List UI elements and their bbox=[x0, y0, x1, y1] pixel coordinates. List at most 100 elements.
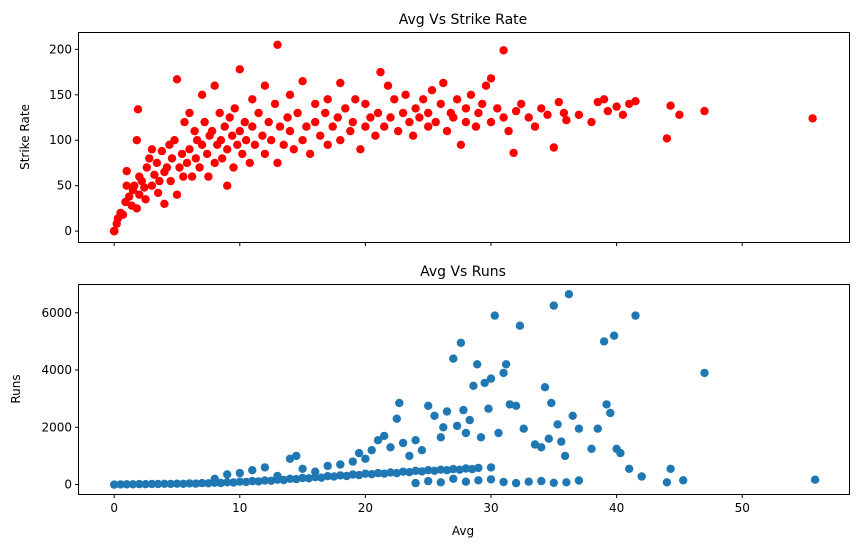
data-point bbox=[271, 100, 279, 108]
data-point bbox=[631, 311, 639, 319]
data-point bbox=[283, 113, 291, 121]
data-point bbox=[298, 136, 306, 144]
data-point bbox=[493, 104, 501, 112]
data-point bbox=[575, 111, 583, 119]
data-point bbox=[679, 476, 687, 484]
data-point bbox=[550, 143, 558, 151]
data-point bbox=[355, 449, 363, 457]
x-tick-label: 10 bbox=[232, 501, 247, 515]
data-point bbox=[600, 337, 608, 345]
data-point bbox=[167, 177, 175, 185]
data-point bbox=[625, 465, 633, 473]
data-point bbox=[228, 132, 236, 140]
data-point bbox=[361, 455, 369, 463]
data-point bbox=[437, 478, 445, 486]
data-point bbox=[361, 122, 369, 130]
data-point bbox=[133, 204, 141, 212]
data-point bbox=[512, 107, 520, 115]
data-point bbox=[560, 109, 568, 117]
data-point bbox=[217, 136, 225, 144]
data-point bbox=[472, 122, 480, 130]
data-point bbox=[449, 113, 457, 121]
data-point bbox=[499, 46, 507, 54]
data-point bbox=[663, 478, 671, 486]
data-point bbox=[811, 476, 819, 484]
data-point bbox=[248, 122, 256, 130]
data-point bbox=[537, 104, 545, 112]
data-point bbox=[242, 136, 250, 144]
data-point bbox=[457, 339, 465, 347]
data-point bbox=[200, 118, 208, 126]
data-point bbox=[175, 163, 183, 171]
data-point bbox=[466, 416, 474, 424]
chart-title: Avg Vs Runs bbox=[420, 264, 506, 280]
data-point bbox=[462, 104, 470, 112]
plot-frame bbox=[79, 285, 850, 495]
data-point bbox=[604, 107, 612, 115]
data-point bbox=[223, 182, 231, 190]
data-point bbox=[415, 113, 423, 121]
data-point bbox=[208, 127, 216, 135]
data-point bbox=[399, 109, 407, 117]
data-point bbox=[233, 141, 241, 149]
data-point bbox=[474, 109, 482, 117]
data-point bbox=[329, 122, 337, 130]
data-point bbox=[401, 91, 409, 99]
y-tick-label: 0 bbox=[64, 478, 72, 492]
data-point bbox=[261, 82, 269, 90]
data-point bbox=[443, 407, 451, 415]
data-point bbox=[469, 382, 477, 390]
data-point bbox=[218, 154, 226, 162]
data-point bbox=[619, 111, 627, 119]
data-point bbox=[487, 463, 495, 471]
data-point bbox=[610, 332, 618, 340]
data-point bbox=[380, 432, 388, 440]
data-point bbox=[587, 118, 595, 126]
data-point bbox=[298, 465, 306, 473]
data-point bbox=[334, 113, 342, 121]
data-point bbox=[411, 104, 419, 112]
data-point bbox=[666, 465, 674, 473]
data-point bbox=[666, 102, 674, 110]
data-point bbox=[432, 118, 440, 126]
data-point bbox=[267, 136, 275, 144]
data-point bbox=[273, 41, 281, 49]
data-point bbox=[324, 95, 332, 103]
data-point bbox=[321, 109, 329, 117]
data-point bbox=[261, 463, 269, 471]
data-point bbox=[198, 91, 206, 99]
data-point bbox=[183, 159, 191, 167]
data-point bbox=[537, 477, 545, 485]
data-point bbox=[418, 446, 426, 454]
data-point bbox=[311, 100, 319, 108]
data-point bbox=[638, 472, 646, 480]
data-point bbox=[575, 476, 583, 484]
data-point bbox=[449, 475, 457, 483]
data-point bbox=[517, 100, 525, 108]
data-point bbox=[531, 122, 539, 130]
y-axis-label: Strike Rate bbox=[18, 104, 32, 170]
data-point bbox=[290, 145, 298, 153]
data-point bbox=[241, 118, 249, 126]
data-point bbox=[484, 405, 492, 413]
data-point bbox=[221, 122, 229, 130]
data-point bbox=[185, 145, 193, 153]
data-point bbox=[462, 118, 470, 126]
data-point bbox=[453, 422, 461, 430]
data-point bbox=[211, 82, 219, 90]
data-point bbox=[473, 360, 481, 368]
data-point bbox=[248, 95, 256, 103]
data-point bbox=[361, 100, 369, 108]
data-point bbox=[557, 437, 565, 445]
data-point bbox=[145, 154, 153, 162]
data-point bbox=[336, 79, 344, 87]
data-point bbox=[541, 383, 549, 391]
data-point bbox=[550, 301, 558, 309]
data-point bbox=[487, 74, 495, 82]
data-point bbox=[428, 86, 436, 94]
data-point bbox=[384, 82, 392, 90]
data-point bbox=[134, 105, 142, 113]
data-point bbox=[192, 154, 200, 162]
data-point bbox=[386, 113, 394, 121]
